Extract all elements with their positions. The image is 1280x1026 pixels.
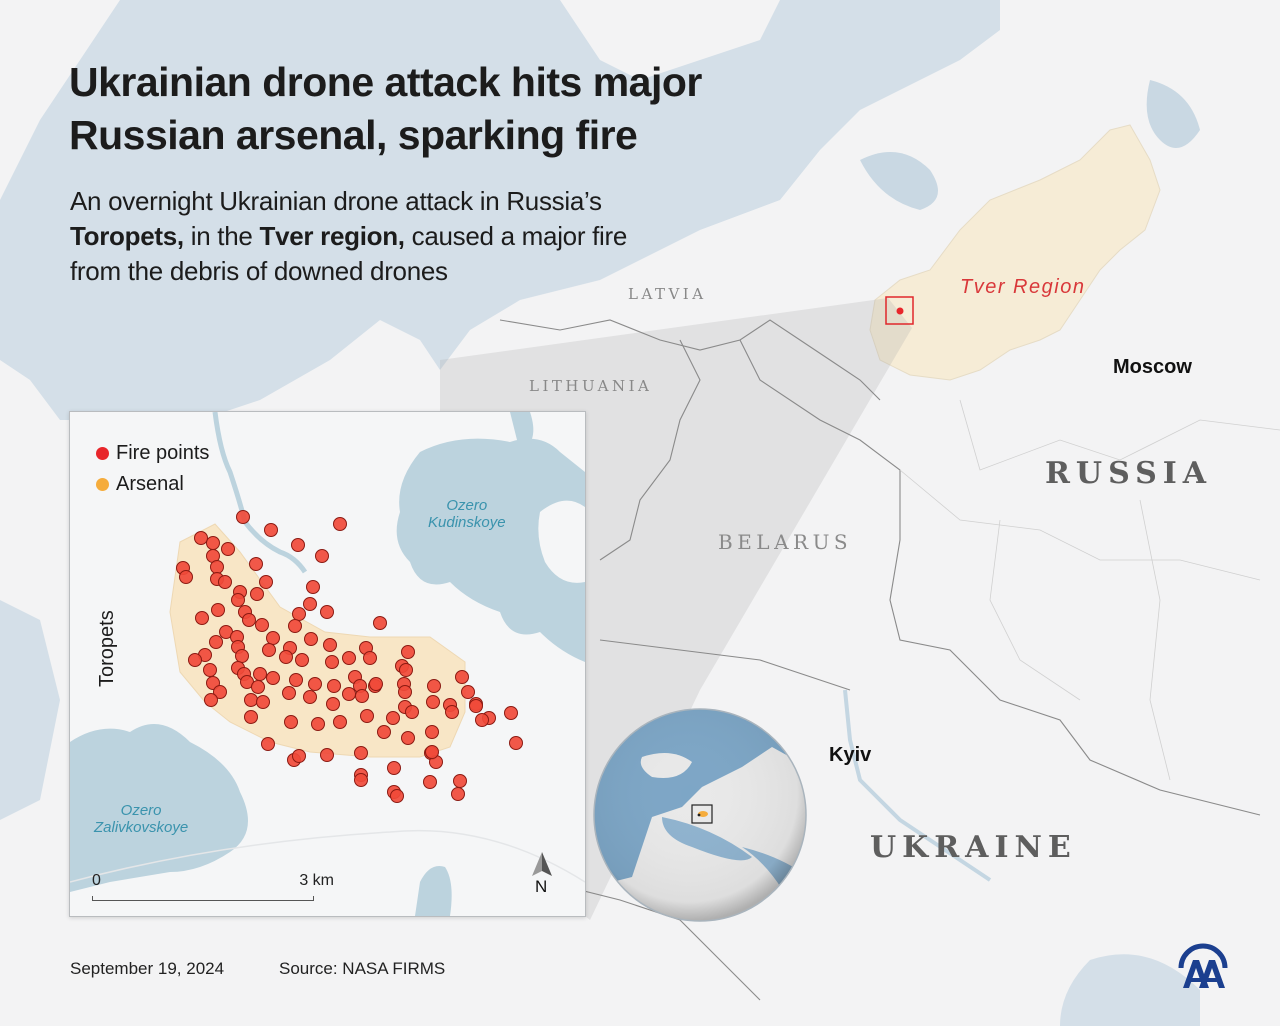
subheadline-bold-tver: Tver region, <box>259 221 405 251</box>
fire-points <box>176 510 523 803</box>
country-label-russia: RUSSIA <box>1045 456 1213 491</box>
legend-item-arsenal: Arsenal <box>96 469 209 500</box>
scale-start-label: 0 <box>92 872 101 889</box>
subheadline: An overnight Ukrainian drone attack in R… <box>70 184 730 289</box>
lake-label-zalivkovskoye: Ozero Zalivkovskoye <box>94 802 188 836</box>
country-label-latvia: LATVIA <box>628 285 707 303</box>
inset-map-graphic <box>70 412 585 916</box>
globe-locator <box>593 708 807 922</box>
scale-end-label: 3 km <box>299 872 334 889</box>
legend: Fire points Arsenal <box>96 438 209 500</box>
city-label-kyiv: Kyiv <box>829 744 872 766</box>
town-label-toropets: Toropets <box>96 610 118 687</box>
subheadline-bold-toropets: Toropets, <box>70 221 184 251</box>
north-arrow-icon <box>532 852 552 876</box>
lake-label-line: Ozero <box>446 497 488 514</box>
headline-line-2: Russian arsenal, sparking fire <box>69 112 638 158</box>
fire-point-dot-icon <box>96 447 109 460</box>
arsenal-dot-icon <box>96 478 109 491</box>
subheadline-text: caused a major fire <box>404 221 628 251</box>
scale-bar-line <box>92 896 314 901</box>
tver-region-shape <box>869 124 1161 381</box>
country-label-ukraine: UKRAINE <box>870 830 1077 865</box>
headline-line-1: Ukrainian drone attack hits major <box>69 59 702 105</box>
inset-map: Fire points Arsenal Ozero Kudinskoye Oze… <box>69 411 586 917</box>
north-arrow: N <box>530 852 554 900</box>
legend-label: Arsenal <box>116 473 184 495</box>
lake-label-kudinskoye: Ozero Kudinskoye <box>428 497 506 531</box>
country-label-lithuania: LITHUANIA <box>529 377 653 395</box>
legend-item-fire-points: Fire points <box>96 438 209 469</box>
lake-label-line: Kudinskoye <box>428 514 506 531</box>
legend-label: Fire points <box>116 442 210 464</box>
north-label: N <box>535 877 548 896</box>
globe-locator-box <box>691 804 713 824</box>
aa-logo-icon <box>1178 943 1228 988</box>
scale-bar: 0 3 km <box>92 872 334 901</box>
source-label: Source: NASA FIRMS <box>279 959 446 978</box>
subheadline-text: from the debris of downed drones <box>70 256 448 286</box>
subheadline-text: An overnight Ukrainian drone attack in R… <box>70 186 602 216</box>
headline: Ukrainian drone attack hits major Russia… <box>69 56 702 162</box>
country-label-belarus: BELARUS <box>718 530 853 554</box>
region-label-tver: Tver Region <box>960 276 1086 298</box>
city-label-moscow: Moscow <box>1113 356 1192 378</box>
lake-label-line: Ozero <box>120 802 162 819</box>
lake-label-line: Zalivkovskoye <box>94 819 189 836</box>
date-label: September 19, 2024 <box>70 959 225 978</box>
subheadline-text: in the <box>183 221 260 251</box>
